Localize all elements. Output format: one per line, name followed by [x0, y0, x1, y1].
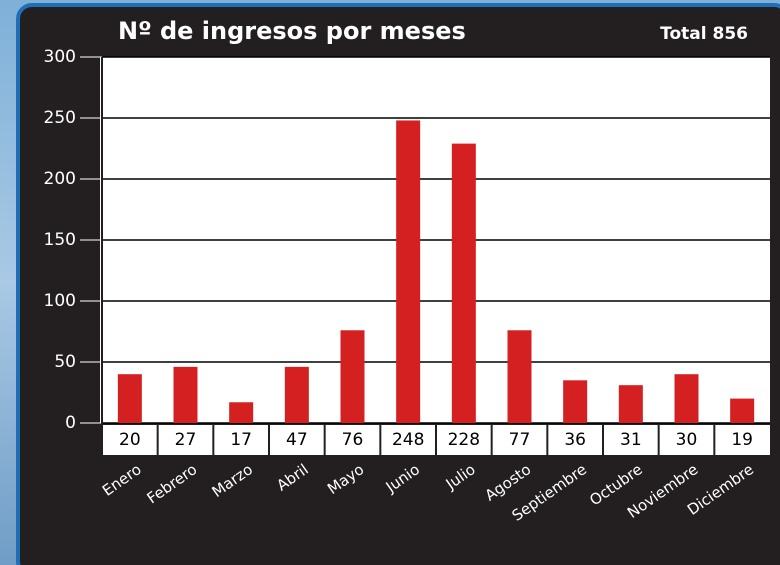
- y-tick-label: 200: [44, 169, 76, 189]
- bar: [174, 367, 198, 423]
- table-value: 30: [676, 430, 698, 450]
- y-tick-label: 50: [54, 352, 76, 372]
- bar: [508, 330, 532, 423]
- bar: [563, 380, 587, 423]
- table-value: 248: [392, 430, 424, 450]
- bar: [619, 385, 643, 423]
- bar: [452, 144, 476, 423]
- total-label: Total 856: [660, 24, 748, 44]
- bar: [730, 399, 754, 423]
- table-value: 27: [175, 430, 197, 450]
- y-tick-label: 0: [65, 413, 76, 433]
- table-value: 19: [731, 430, 753, 450]
- table-value: 20: [119, 430, 141, 450]
- table-value: 76: [342, 430, 364, 450]
- bar: [229, 402, 253, 423]
- bar: [396, 120, 420, 423]
- table-value: 17: [230, 430, 252, 450]
- table-value: 228: [448, 430, 480, 450]
- y-tick-label: 150: [44, 230, 76, 250]
- y-tick-label: 250: [44, 108, 76, 128]
- table-value: 77: [509, 430, 531, 450]
- table-value: 31: [620, 430, 642, 450]
- bar: [341, 330, 365, 423]
- bar: [118, 374, 142, 423]
- y-tick-label: 100: [44, 291, 76, 311]
- y-tick-label: 300: [44, 47, 76, 67]
- bar: [285, 367, 309, 423]
- table-value: 36: [564, 430, 586, 450]
- table-value: 47: [286, 430, 308, 450]
- chart: Nº de ingresos por meses Total 856 0 50 10…: [0, 0, 780, 565]
- chart-title: Nº de ingresos por meses: [118, 17, 466, 45]
- bar: [675, 374, 699, 423]
